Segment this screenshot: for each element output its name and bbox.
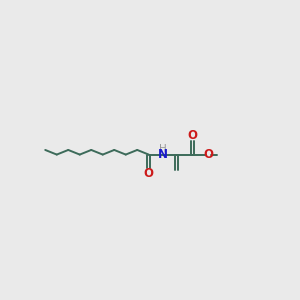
Text: O: O — [187, 129, 197, 142]
Text: O: O — [203, 148, 213, 161]
Text: O: O — [144, 167, 154, 180]
Text: N: N — [158, 148, 168, 161]
Text: H: H — [159, 144, 167, 154]
